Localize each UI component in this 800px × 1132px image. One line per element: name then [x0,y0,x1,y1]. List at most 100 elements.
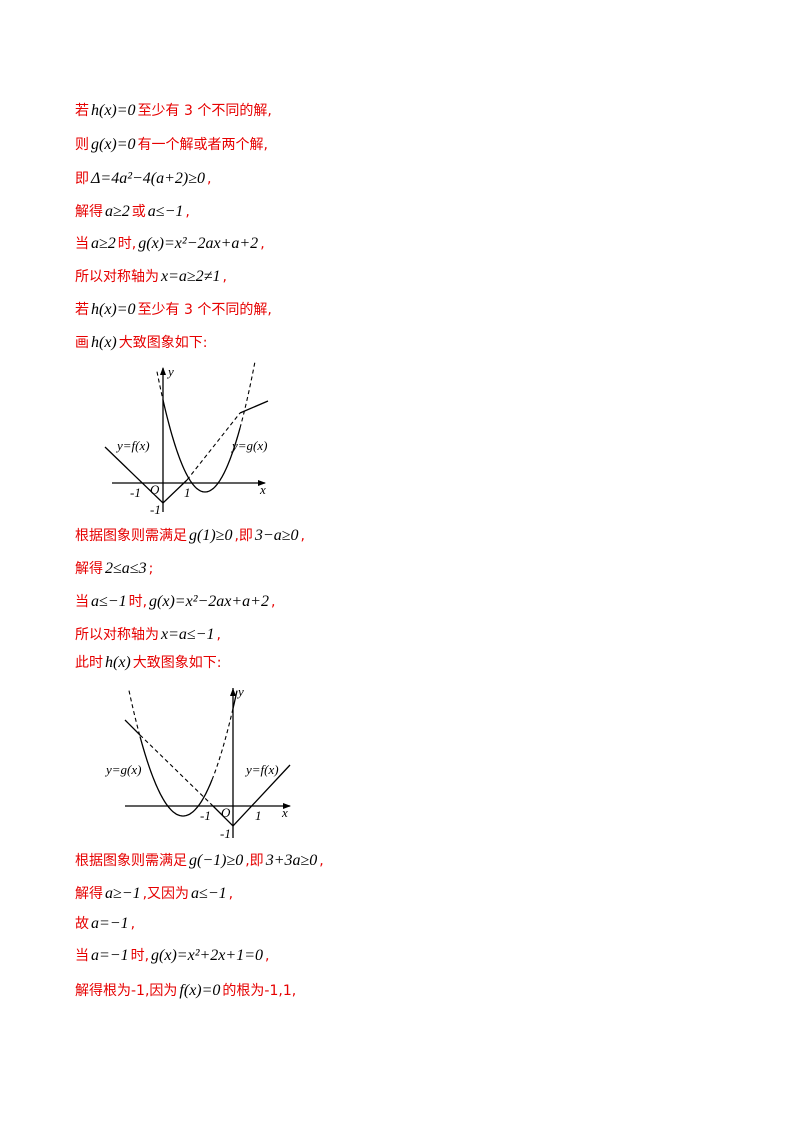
f-line [124,719,141,736]
g-dashed [128,690,234,781]
label: y [236,684,244,699]
text: 此时 [75,655,103,671]
text: 至少有 3 个不同的解, [137,103,272,119]
text-line: 解得 2≤a≤3; [75,558,153,578]
label: y=f(x) [115,438,150,453]
text-line: 当 a=−1 时, g(x)=x²+2x+1=0, [75,945,269,965]
label: x [281,805,288,820]
math: a≤−1 [147,203,184,220]
text: 即 [75,171,89,187]
text: 画 [75,335,89,351]
math: g(x)=x²−2ax+a+2 [149,593,269,610]
math: f(x)=0 [179,982,221,999]
f-line [104,446,188,504]
text: , [319,853,324,869]
text-line: 即 Δ=4a²−4(a+2)≥0, [75,168,211,188]
text: 至少有 3 个不同的解, [137,302,272,318]
math: x=a≥2≠1 [161,268,221,285]
math: a≥−1 [105,885,141,902]
text: 所以对称轴为 [75,627,159,643]
text-line: 解得根为-1,因为 f(x)=0 的根为-1,1, [75,980,296,1000]
label: -1 [220,826,231,841]
math: a=−1 [91,947,129,964]
text-line: 根据图象则需满足 g(−1)≥0 ,即 3+3a≥0, [75,850,324,870]
math: h(x)=0 [91,102,136,119]
text-line: 根据图象则需满足 g(1)≥0 ,即 3−a≥0, [75,525,305,545]
text: 解得 [75,886,103,902]
text-line: 当 a≤−1 时, g(x)=x²−2ax+a+2, [75,591,275,611]
math: x=a≤−1 [161,626,215,643]
label: y=f(x) [244,762,279,777]
math: Δ=4a²−4(a+2)≥0 [91,170,206,187]
text: 根据图象则需满足 [75,853,187,869]
math: g(x)=x²−2ax+a+2 [138,235,259,252]
math: g(−1)≥0 [189,852,244,869]
text: ,即 [245,853,264,869]
math: 3+3a≥0 [265,852,318,869]
g-dashed [156,361,256,429]
text: 当 [75,948,89,964]
math: g(1)≥0 [189,527,233,544]
text: 解得 [75,561,103,577]
text: 故 [75,916,89,932]
label: -1 [130,485,141,500]
text: 解得 [75,204,103,220]
arrow [283,803,291,809]
text-line: 若 h(x)=0 至少有 3 个不同的解, [75,100,272,120]
text: 则 [75,137,89,153]
text: , [222,269,227,285]
text-line: 此时 h(x) 大致图象如下: [75,652,221,672]
label: 1 [184,485,191,500]
text-line: 解得 a≥2 或 a≤−1, [75,201,190,221]
figure-2: y y=g(x) y=f(x) -1 O 1 x -1 [104,684,291,841]
text: , [265,948,270,964]
math: a≥2 [105,203,130,220]
text: , [130,916,136,932]
label: 1 [255,808,262,823]
text: ; [148,561,154,577]
label: -1 [200,808,211,823]
text: , [260,236,265,252]
math: 2≤a≤3 [105,560,147,577]
text: 大致图象如下: [132,655,222,671]
text-line: 当 a≥2 时, g(x)=x²−2ax+a+2, [75,233,265,253]
math: a≤−1 [191,885,227,902]
text: 解得根为-1,因为 [75,983,178,999]
text: , [228,886,234,902]
g-solid [162,399,241,493]
text: ,即 [234,528,253,544]
label: O [150,482,160,497]
label: -1 [150,502,161,517]
label: y [166,364,174,379]
text: 的根为-1,1, [222,983,297,999]
g-solid [139,690,238,817]
math: g(x)=0 [91,136,136,153]
text: 时, [117,236,137,252]
math: a=−1 [91,915,129,932]
math: g(x)=x²+2x+1=0 [151,947,263,964]
f-dashed [139,734,214,807]
arrow [160,367,166,375]
text: 当 [75,236,89,252]
text: 时, [128,594,148,610]
text: , [270,594,276,610]
text-line: 则 g(x)=0 有一个解或者两个解, [75,134,268,154]
text: 若 [75,103,89,119]
text: 大致图象如下: [118,335,208,351]
text-line: 画 h(x) 大致图象如下: [75,332,207,352]
math: h(x) [91,334,117,351]
text-line: 解得 a≥−1 ,又因为 a≤−1, [75,883,233,903]
arrow [230,688,236,696]
text: 根据图象则需满足 [75,528,187,544]
math: a≤−1 [91,593,127,610]
label: y=g(x) [230,438,267,453]
text: , [216,627,221,643]
label: x [259,482,266,497]
text: 当 [75,594,89,610]
text-line: 若 h(x)=0 至少有 3 个不同的解, [75,299,272,319]
text: 时, [130,948,150,964]
text: 或 [131,204,146,220]
text-line: 所以对称轴为 x=a≤−1, [75,624,221,644]
text: 所以对称轴为 [75,269,159,285]
